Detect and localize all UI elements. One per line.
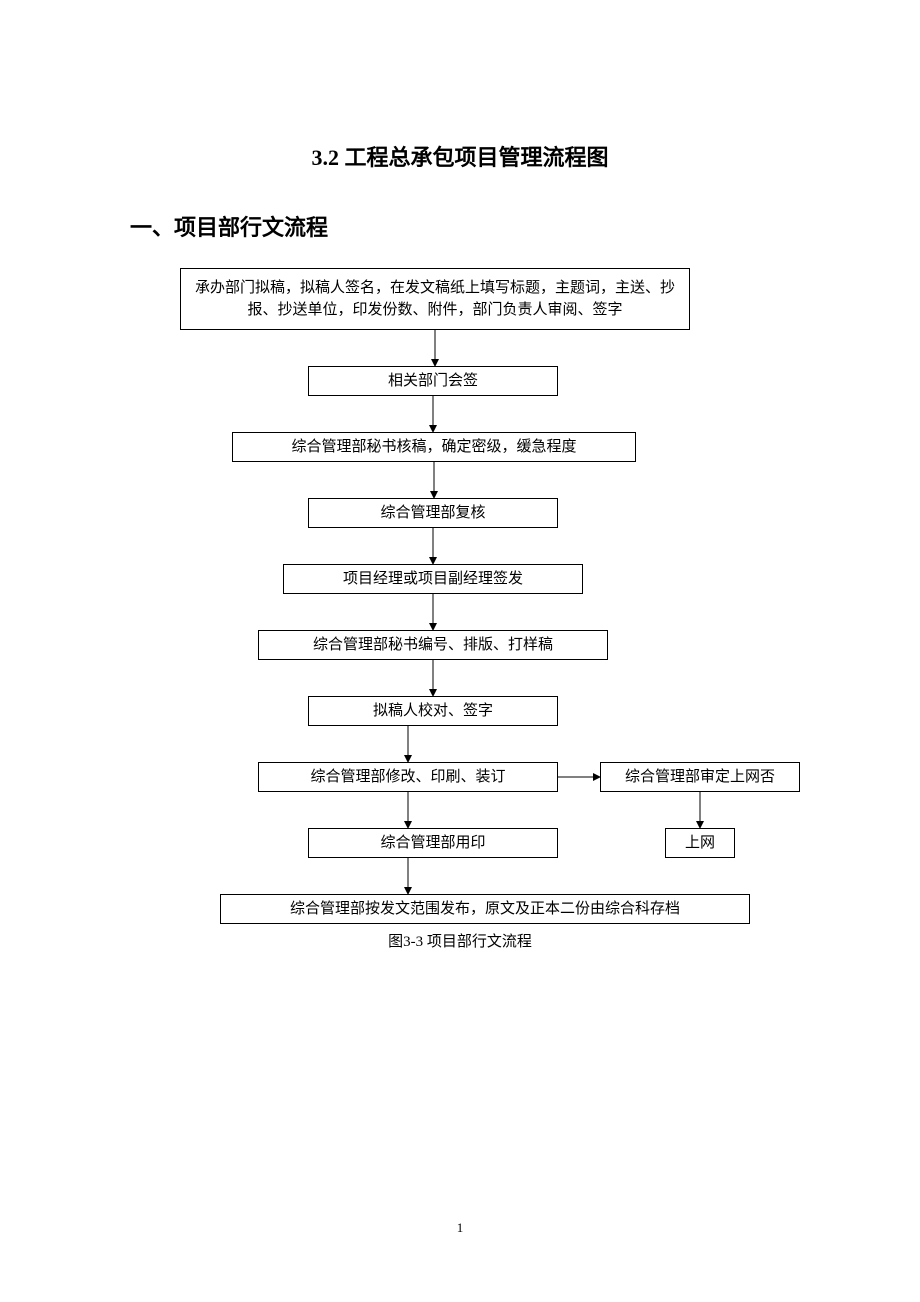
page: 3.2 工程总承包项目管理流程图 一、项目部行文流程 承办部门拟稿，拟稿人签名，…: [0, 0, 920, 1302]
flow-node-n6: 综合管理部秘书编号、排版、打样稿: [258, 630, 608, 660]
figure-caption: 图3-3 项目部行文流程: [0, 930, 920, 951]
flow-node-n10: 综合管理部用印: [308, 828, 558, 858]
flow-node-n5: 项目经理或项目副经理签发: [283, 564, 583, 594]
flow-node-n7: 拟稿人校对、签字: [308, 696, 558, 726]
flow-node-n12: 综合管理部按发文范围发布，原文及正本二份由综合科存档: [220, 894, 750, 924]
flow-node-n2: 相关部门会签: [308, 366, 558, 396]
flow-node-n11: 上网: [665, 828, 735, 858]
flow-node-n3: 综合管理部秘书核稿，确定密级，缓急程度: [232, 432, 636, 462]
flow-node-n1: 承办部门拟稿，拟稿人签名，在发文稿纸上填写标题，主题词，主送、抄报、抄送单位，印…: [180, 268, 690, 330]
flow-node-n9: 综合管理部审定上网否: [600, 762, 800, 792]
section-heading: 一、项目部行文流程: [130, 210, 328, 242]
flow-node-n8: 综合管理部修改、印刷、装订: [258, 762, 558, 792]
page-number: 1: [0, 1220, 920, 1236]
page-title: 3.2 工程总承包项目管理流程图: [0, 140, 920, 172]
flow-node-n4: 综合管理部复核: [308, 498, 558, 528]
